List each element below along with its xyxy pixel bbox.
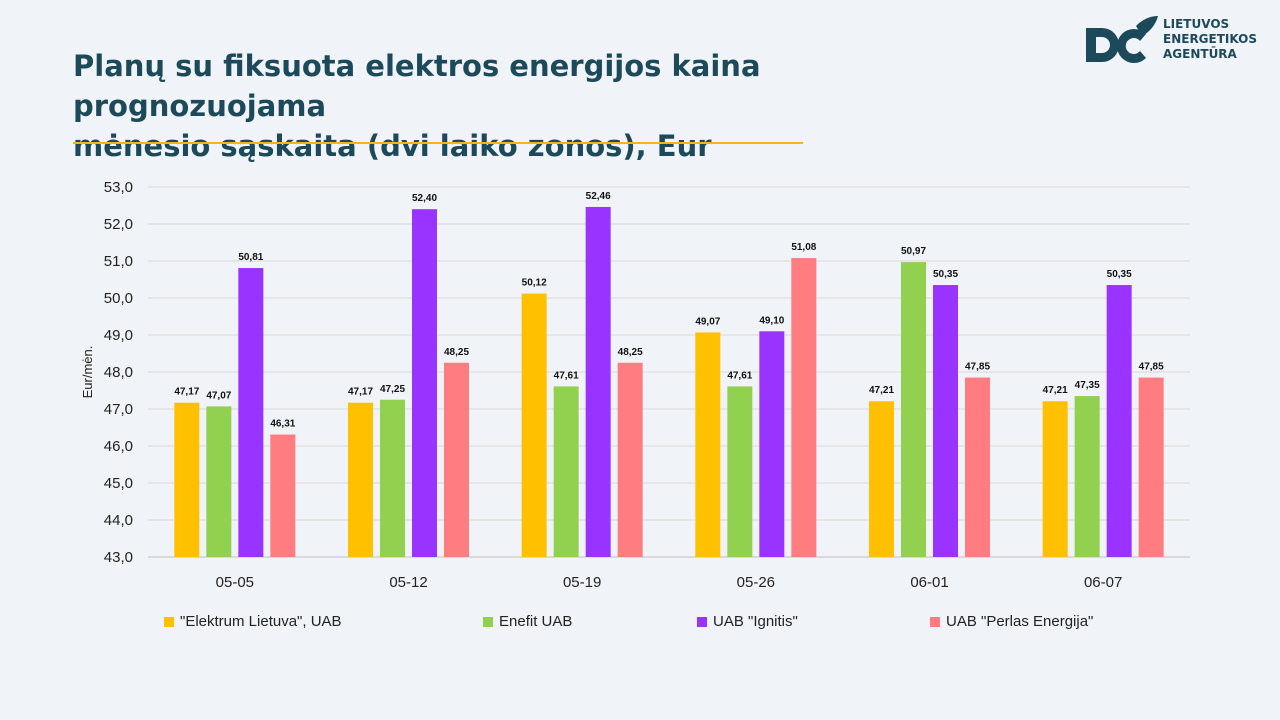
- y-tick-label: 43,0: [104, 549, 133, 566]
- y-tick-label: 50,0: [104, 290, 133, 307]
- bar: [759, 331, 785, 557]
- legend-item: Enefit UAB: [483, 613, 572, 630]
- y-tick-label: 52,0: [104, 216, 133, 233]
- data-label: 51,08: [791, 242, 816, 253]
- data-label: 50,81: [238, 252, 263, 263]
- bar: [695, 332, 721, 557]
- page-title-line-2: mėnesio sąskaita (dvi laiko zonos), Eur: [73, 129, 712, 163]
- data-label: 47,61: [554, 370, 579, 381]
- data-label: 48,25: [444, 347, 469, 358]
- bar: [869, 401, 894, 557]
- data-label: 47,61: [727, 370, 752, 381]
- y-tick-label: 46,0: [104, 438, 133, 455]
- legend-swatch: [930, 616, 940, 627]
- bar: [791, 258, 817, 557]
- bar: [174, 402, 200, 557]
- legend-label: UAB "Ignitis": [713, 613, 798, 630]
- data-label: 47,85: [965, 362, 990, 373]
- data-label: 47,35: [1075, 380, 1100, 391]
- data-label: 47,85: [1139, 362, 1164, 373]
- bar: [348, 402, 373, 557]
- x-tick-label: 05-12: [389, 574, 427, 591]
- lea-logo-icon: [1086, 16, 1158, 64]
- bar: [444, 362, 469, 557]
- bar: [585, 206, 611, 558]
- data-label: 52,46: [586, 191, 611, 202]
- x-tick-label: 05-26: [737, 574, 775, 591]
- page-title-line-1: Planų su fiksuota elektros energijos kai…: [73, 49, 761, 123]
- bar: [206, 406, 232, 557]
- legend-swatch: [164, 616, 174, 627]
- data-label: 47,07: [206, 390, 231, 401]
- data-label: 50,97: [901, 246, 926, 257]
- page-title: Planų su fiksuota elektros energijos kai…: [73, 46, 973, 166]
- x-tick-label: 05-05: [216, 574, 254, 591]
- data-label: 47,17: [174, 387, 199, 398]
- y-tick-label: 45,0: [104, 475, 133, 492]
- y-tick-label: 48,0: [104, 364, 133, 381]
- data-label: 47,17: [348, 387, 373, 398]
- data-label: 48,25: [618, 347, 643, 358]
- legend-item: UAB "Perlas Energija": [930, 613, 1093, 630]
- y-tick-label: 47,0: [104, 401, 133, 418]
- data-label: 47,25: [380, 384, 405, 395]
- legend-label: Enefit UAB: [499, 613, 573, 630]
- chart-legend: "Elektrum Lietuva", UAB Enefit UAB UAB "Ig…: [0, 613, 1280, 633]
- x-tick-label: 06-07: [1084, 574, 1122, 591]
- y-axis-label: Eur/mėn.: [80, 346, 95, 399]
- title-underline: [73, 142, 803, 144]
- logo-text: LIETUVOS ENERGETIKOS AGENTŪRA: [1163, 17, 1257, 62]
- bar: [238, 268, 264, 557]
- bar: [901, 262, 926, 557]
- bar: [521, 293, 547, 557]
- logo-text-line-3: AGENTŪRA: [1163, 47, 1237, 61]
- legend-swatch: [483, 616, 493, 627]
- bar: [727, 386, 753, 557]
- x-tick-label: 05-19: [563, 574, 601, 591]
- bar: [380, 399, 405, 557]
- legend-item: UAB "Ignitis": [697, 613, 798, 630]
- y-tick-label: 51,0: [104, 253, 133, 270]
- data-label: 50,35: [933, 269, 958, 280]
- x-tick-label: 06-01: [910, 574, 948, 591]
- bar: [553, 386, 579, 557]
- legend-label: "Elektrum Lietuva", UAB: [180, 613, 342, 630]
- legend-swatch: [697, 616, 707, 627]
- logo-text-line-1: LIETUVOS: [1163, 17, 1230, 31]
- data-label: 50,12: [522, 278, 547, 289]
- data-label: 49,10: [759, 315, 784, 326]
- bar: [1106, 285, 1132, 557]
- data-label: 47,21: [869, 385, 894, 396]
- data-label: 47,21: [1043, 385, 1068, 396]
- agency-logo: LIETUVOS ENERGETIKOS AGENTŪRA: [1084, 14, 1264, 66]
- bar: [1042, 401, 1068, 557]
- data-label: 52,40: [412, 193, 437, 204]
- bar: [933, 285, 958, 557]
- data-label: 46,31: [270, 419, 295, 430]
- bar: [1074, 396, 1100, 557]
- bar: [412, 209, 437, 557]
- legend-item: "Elektrum Lietuva", UAB: [164, 613, 342, 630]
- bar: [617, 362, 643, 557]
- logo-text-line-2: ENERGETIKOS: [1163, 32, 1257, 46]
- data-label: 50,35: [1107, 269, 1132, 280]
- y-tick-label: 53,0: [104, 179, 133, 196]
- y-tick-label: 49,0: [104, 327, 133, 344]
- legend-label: UAB "Perlas Energija": [946, 613, 1094, 630]
- bar: [270, 434, 296, 557]
- data-label: 49,07: [695, 316, 720, 327]
- y-tick-label: 44,0: [104, 512, 133, 529]
- bar: [1138, 377, 1164, 557]
- bar: [965, 377, 990, 557]
